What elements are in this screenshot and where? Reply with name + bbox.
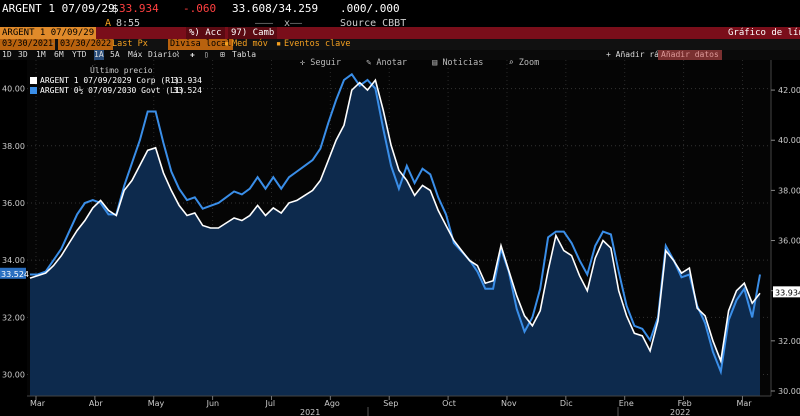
end-date-field[interactable]: 03/30/2022 [58, 39, 114, 50]
change-menu[interactable]: 97) Camb [228, 27, 278, 39]
key-events-toggle[interactable]: Eventos clave [284, 39, 351, 49]
x-tick-label: Feb [678, 399, 692, 408]
options-bar: 03/30/2021 - 03/30/2022 Last Px Divisa l… [0, 39, 800, 50]
left-last-value-text: 33.524 [1, 270, 29, 279]
news-button[interactable]: ▤ Noticias [432, 58, 484, 68]
bar-chart-icon[interactable]: ▯ [204, 50, 209, 59]
separator-x: x [284, 18, 291, 29]
left-tick-label: 38.00 [2, 142, 25, 151]
period-5a[interactable]: 5A [110, 50, 120, 59]
period-ytd[interactable]: YTD [72, 50, 87, 59]
x-tick-label: May [148, 399, 165, 408]
x-tick-label: Jul [264, 399, 275, 408]
left-tick-label: 36.00 [2, 199, 25, 208]
command-bar: ARGENT 1 07/09/29 %) Acc 97) Camb Gráfic… [0, 27, 800, 39]
frequency-selector[interactable]: Diario [148, 50, 177, 59]
last-time: 8:55 [116, 18, 141, 29]
right-tick-label: 40.00 [778, 136, 800, 145]
field-selector[interactable]: Last Px [112, 39, 148, 49]
header-row: ARGENT 1 07/09/29 $ 33.934 -.060 33.608/… [0, 0, 800, 16]
x-axis: Mar Abr May Jun Jul Ago Sep Oct Nov Dic Ene Feb Mar 2… [27, 395, 771, 416]
yields: .000/.000 [340, 2, 400, 15]
period-1a[interactable]: 1A [94, 50, 104, 60]
legend-item-blue[interactable]: ARGENT 0½ 07/09/2030 Govt (L1) 33.524 [30, 86, 202, 96]
header-row-2: A 8:55 ——— x —— Source CBBT [0, 16, 800, 29]
period-3d[interactable]: 3D [18, 50, 28, 59]
moving-avg-icon: ▪ [224, 39, 230, 49]
right-last-value-text: 33.934 [775, 288, 800, 297]
right-tick-label: 42.00 [778, 86, 800, 95]
x-tick-label: Sep [383, 399, 398, 408]
left-tick-label: 34.00 [2, 256, 25, 265]
x-tick-label: Jun [206, 399, 220, 408]
x-tick-label: Nov [501, 399, 517, 408]
add-data-input[interactable]: Añadir datos [658, 50, 722, 60]
left-tick-label: 40.00 [2, 85, 25, 94]
x-tick-label: Mar [30, 399, 46, 408]
right-last-value-tag [773, 286, 800, 298]
chart-style-icon[interactable]: ⌇ [176, 50, 180, 59]
zoom-button[interactable]: ⌕ Zoom [508, 58, 540, 68]
time-prefix: A [105, 18, 112, 29]
follow-button[interactable]: ✛ Seguir [300, 58, 341, 68]
legend-item-white[interactable]: ARGENT 1 07/09/2029 Corp (R1) 33.934 [30, 76, 202, 86]
series-lines [29, 72, 761, 376]
period-max[interactable]: Máx [128, 50, 143, 59]
right-axis: 30.0032.0034.0036.0038.0040.0042.0033.93… [770, 60, 800, 396]
annotate-button[interactable]: ✎ Anotar [366, 58, 408, 68]
white-swatch-icon [30, 77, 37, 84]
x-tick-label: Ene [619, 399, 634, 408]
x-tick-label: Mar [736, 399, 752, 408]
right-tick-label: 36.00 [778, 237, 800, 246]
legend-heading: Último precio [90, 66, 153, 75]
right-tick-label: 32.00 [778, 337, 800, 346]
period-bar: 1D 3D 1M 6M YTD 1A 5A Máx Diario ⌇ ✚ ▯ ⊞… [0, 50, 800, 60]
separator-left: ——— [255, 18, 274, 29]
right-tick-label: 30.00 [778, 387, 800, 396]
blue-swatch-icon [30, 87, 37, 94]
chart-toolbar: ✛ Seguir ✎ Anotar ▤ Noticias ⌕ Zoom [300, 58, 559, 68]
price-chart[interactable]: 30.00 32.00 34.00 36.00 38.00 40.00 33.524 30.… [0, 60, 800, 416]
x-tick-label: Dic [560, 399, 573, 408]
quick-add-button[interactable]: + Añadir rápid [606, 50, 674, 59]
security-input[interactable]: ARGENT 1 07/09/29 [0, 27, 97, 39]
currency-selector[interactable]: Divisa local [168, 39, 234, 50]
crosshair-icon[interactable]: ✚ [190, 50, 195, 59]
last-price: 33.934 [119, 2, 159, 15]
actions-menu[interactable]: %) Acc [186, 27, 225, 39]
price-change: -.060 [183, 2, 217, 15]
blue-series-line[interactable] [30, 72, 761, 376]
table-icon: ⊞ [220, 50, 225, 59]
key-events-icon: ▪ [276, 39, 282, 49]
left-axis: 30.00 32.00 34.00 36.00 38.00 40.00 33.524 [0, 85, 29, 380]
left-tick-label: 30.00 [2, 371, 25, 380]
x-tick-label: Abr [89, 399, 104, 408]
price-prefix: $ [112, 2, 119, 15]
period-1m[interactable]: 1M [36, 50, 46, 59]
chart-type-label: Gráfico de líneas [728, 28, 800, 38]
bid-ask: 33.608/34.259 [232, 2, 319, 15]
left-tick-label: 32.00 [2, 313, 25, 322]
right-tick-label: 38.00 [778, 186, 800, 195]
period-1d[interactable]: 1D [2, 50, 12, 59]
moving-avg-toggle[interactable]: Med móv [232, 39, 268, 49]
left-last-value-tag [0, 267, 26, 279]
ticker-title: ARGENT 1 07/09/29 [2, 2, 115, 15]
area-fill [30, 80, 760, 396]
x-year-label: 2022 [670, 408, 690, 416]
x-year-label: 2021 [300, 408, 320, 416]
separator-right: —— [290, 18, 303, 29]
start-date-field[interactable]: 03/30/2021 [0, 39, 56, 50]
table-toggle[interactable]: Tabla [232, 50, 257, 59]
area-fill-path [30, 80, 760, 396]
price-source: Source CBBT [340, 18, 407, 29]
period-6m[interactable]: 6M [54, 50, 64, 59]
x-tick-label: Oct [442, 399, 456, 408]
chart-legend: Último precio ARGENT 1 07/09/2029 Corp (… [30, 66, 202, 96]
white-series-line[interactable] [29, 78, 761, 364]
x-tick-label: Ago [324, 399, 340, 408]
